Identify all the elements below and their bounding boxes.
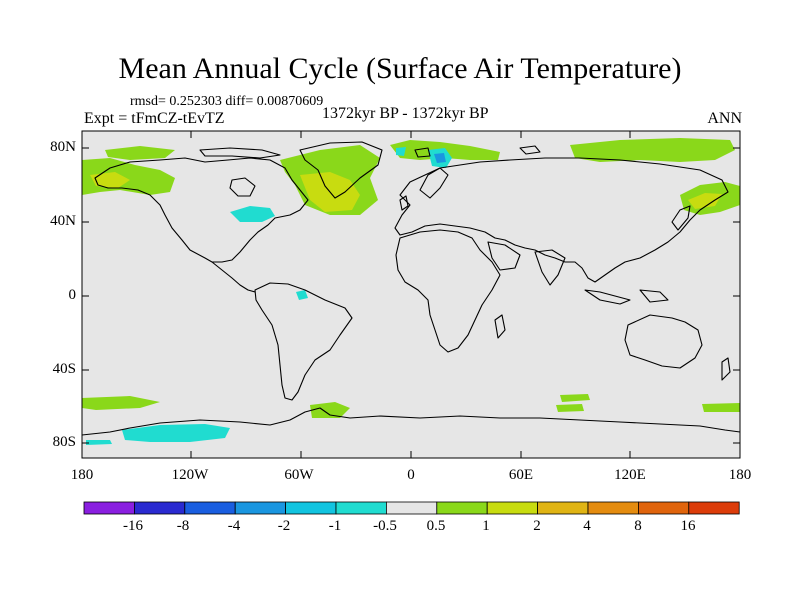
- colorbar-label-4: -2: [277, 518, 291, 534]
- colorbar-swatch-9: [486, 501, 539, 515]
- coast-arabia: [487, 241, 521, 271]
- coast-japan: [671, 205, 691, 231]
- x-tick-180e: 180: [728, 467, 752, 483]
- y-tick-80n: 80N: [50, 139, 76, 155]
- colorbar-swatch-5: [285, 501, 337, 515]
- map-title: Mean Annual Cycle (Surface Air Temperatu…: [118, 52, 682, 85]
- colorbar-label-11: 8: [634, 518, 642, 534]
- patch-green-arctic-top: [105, 146, 175, 160]
- patch-green-so-east: [702, 403, 740, 412]
- coast-indonesia-1: [584, 289, 631, 305]
- patch-yellow-kamchatka: [688, 193, 722, 209]
- coast-greenland: [299, 141, 383, 199]
- coast-north-america: [94, 157, 309, 263]
- coast-madagascar: [494, 314, 506, 339]
- patch-yellow-alaska: [90, 172, 130, 188]
- patch-cyan-ross: [122, 424, 230, 442]
- patch-cyan-ross-small: [86, 440, 112, 445]
- colorbar-label-12: 16: [680, 518, 696, 534]
- x-tick-0: 0: [407, 467, 415, 483]
- colorbar-swatch-13: [688, 501, 740, 515]
- x-ticks: [81, 131, 741, 458]
- season-label: ANN: [707, 110, 742, 127]
- colorbar-swatch-6: [335, 501, 387, 515]
- colorbar-swatch-2: [133, 501, 186, 515]
- coast-central-america: [211, 261, 256, 293]
- coast-australia: [624, 314, 703, 369]
- colorbar-label-2: -8: [176, 518, 190, 534]
- coast-arctic-canada: [199, 147, 281, 159]
- colorbar-swatch-1: [83, 501, 135, 515]
- period-label: 1372kyr BP - 1372kyr BP: [322, 105, 489, 122]
- colorbar-label-5: -1: [328, 518, 342, 534]
- coast-africa: [395, 229, 501, 353]
- coast-severnaya: [519, 145, 541, 155]
- colorbar-swatch-4: [234, 501, 286, 515]
- coast-scandinavia: [419, 167, 449, 199]
- colorbar-swatch-7: [385, 501, 438, 515]
- coast-antarctica: [81, 407, 741, 436]
- colorbar-label-1: -16: [123, 518, 143, 534]
- coast-indonesia-2: [639, 289, 669, 303]
- coast-svalbard: [414, 147, 431, 158]
- colorbar-swatch-8: [436, 501, 488, 515]
- colorbar-label-7: 0.5: [426, 518, 446, 534]
- map-background: [82, 131, 740, 458]
- patch-cyan-newengland: [230, 206, 275, 222]
- patch-green-so-west: [82, 396, 160, 410]
- patch-blue-barents: [434, 153, 446, 163]
- x-tick-120e: 120E: [614, 467, 646, 483]
- patch-cyan-small-arctic: [396, 147, 406, 156]
- colorbar-label-3: -4: [227, 518, 241, 534]
- stats-text: rmsd= 0.252303 diff= 0.00870609: [130, 94, 324, 109]
- x-tick-120w: 120W: [171, 467, 209, 483]
- patch-green-so-indian: [560, 394, 590, 402]
- colorbar-label-10: 4: [583, 518, 591, 534]
- patch-green-so-drake: [310, 402, 350, 418]
- y-tick-0: 0: [68, 287, 77, 303]
- colorbar-label-9: 2: [533, 518, 541, 534]
- y-tick-40s: 40S: [52, 361, 76, 377]
- patch-green-so-indian2: [556, 404, 584, 412]
- coast-eurasia: [394, 157, 729, 283]
- coast-british-isles: [399, 195, 409, 211]
- colorbar-swatch-12: [638, 501, 690, 515]
- colorbar: [83, 501, 740, 515]
- x-tick-60e: 60E: [508, 467, 534, 483]
- coast-india: [534, 249, 566, 286]
- y-tick-40n: 40N: [50, 213, 76, 229]
- x-tick-180w: 180: [70, 467, 94, 483]
- colorbar-swatch-11: [587, 501, 639, 515]
- colorbar-swatch-3: [184, 501, 236, 515]
- colorbar-swatch-10: [537, 501, 589, 515]
- y-tick-80s: 80S: [52, 434, 76, 450]
- patch-cyan-amazon: [296, 290, 308, 300]
- experiment-label: Expt = tFmCZ-tEvTZ: [84, 110, 225, 127]
- colorbar-label-6: -0.5: [373, 518, 397, 534]
- x-tick-60w: 60W: [284, 467, 314, 483]
- colorbar-label-8: 1: [482, 518, 490, 534]
- patch-green-siberia: [570, 138, 735, 162]
- coast-hudson-bay: [229, 177, 256, 197]
- coastlines: [81, 141, 741, 436]
- coast-new-zealand: [721, 357, 731, 381]
- coast-south-america: [254, 282, 353, 401]
- y-ticks: [82, 147, 740, 444]
